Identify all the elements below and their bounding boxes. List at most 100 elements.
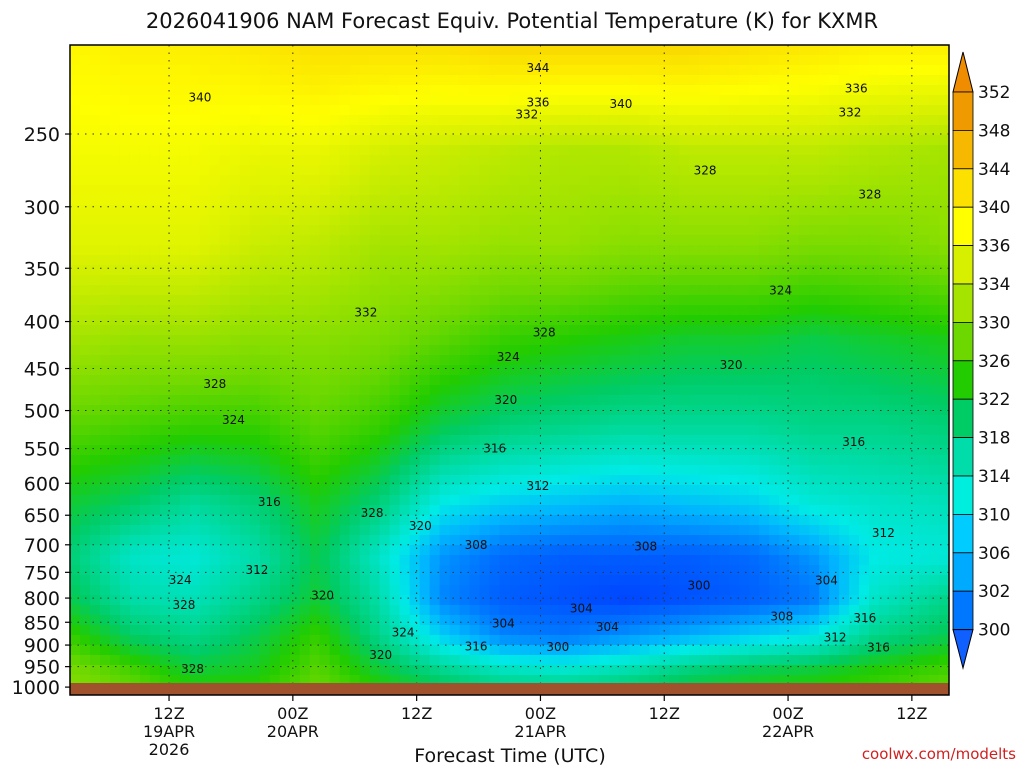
field-cell xyxy=(379,435,391,446)
field-cell xyxy=(229,495,241,506)
field-cell xyxy=(569,545,580,556)
field-cell xyxy=(679,595,690,606)
field-cell xyxy=(559,545,570,556)
field-cell xyxy=(669,465,680,476)
field-cell xyxy=(889,325,900,336)
field-cell xyxy=(799,425,810,436)
field-cell xyxy=(239,475,251,486)
field-cell xyxy=(799,85,810,96)
field-cell xyxy=(509,345,521,356)
field-cell xyxy=(489,275,501,286)
field-cell xyxy=(289,215,301,226)
field-cell xyxy=(569,475,580,486)
field-cell xyxy=(239,605,251,616)
field-cell xyxy=(679,125,690,136)
field-cell xyxy=(559,465,570,476)
field-cell xyxy=(419,255,431,266)
field-cell xyxy=(569,435,580,446)
field-cell xyxy=(90,445,101,456)
field-cell xyxy=(349,145,361,156)
field-cell xyxy=(129,505,141,516)
field-cell xyxy=(129,65,141,76)
field-cell xyxy=(689,185,700,196)
field-cell xyxy=(279,375,291,386)
field-cell xyxy=(669,155,680,166)
field-cell xyxy=(429,105,441,116)
field-cell xyxy=(639,385,650,396)
field-cell xyxy=(879,535,890,546)
field-cell xyxy=(259,465,271,476)
field-cell xyxy=(129,325,141,336)
field-cell xyxy=(70,265,81,276)
field-cell xyxy=(459,415,471,426)
field-cell xyxy=(569,155,580,166)
field-cell xyxy=(499,445,511,456)
field-cell xyxy=(249,535,261,546)
field-cell xyxy=(579,45,590,56)
field-cell xyxy=(169,365,181,376)
field-cell xyxy=(659,285,670,296)
field-cell xyxy=(229,385,241,396)
field-cell xyxy=(589,365,600,376)
field-cell xyxy=(149,525,161,536)
field-cell xyxy=(90,545,101,556)
field-cell xyxy=(579,415,590,426)
field-cell xyxy=(769,325,780,336)
field-cell xyxy=(779,515,790,526)
field-cell xyxy=(149,445,161,456)
field-cell xyxy=(269,85,281,96)
field-cell xyxy=(829,545,840,556)
field-cell xyxy=(119,425,131,436)
field-cell xyxy=(799,415,810,426)
field-cell xyxy=(769,145,780,156)
field-cell xyxy=(549,175,561,186)
field-cell xyxy=(859,275,870,286)
field-cell xyxy=(699,435,710,446)
field-cell xyxy=(749,275,760,286)
field-cell xyxy=(559,565,570,576)
field-cell xyxy=(80,295,91,306)
field-cell xyxy=(479,555,491,566)
field-cell xyxy=(719,165,730,176)
field-cell xyxy=(529,575,541,586)
field-cell xyxy=(869,125,880,136)
field-cell xyxy=(489,435,501,446)
field-cell xyxy=(100,435,111,446)
field-cell xyxy=(309,505,321,516)
field-cell xyxy=(929,125,940,136)
field-cell xyxy=(179,205,191,216)
field-cell xyxy=(789,365,800,376)
field-cell xyxy=(139,435,151,446)
field-cell xyxy=(339,45,351,56)
field-cell xyxy=(719,515,730,526)
field-cell xyxy=(379,375,391,386)
field-cell xyxy=(819,105,830,116)
field-cell xyxy=(209,85,221,96)
field-cell xyxy=(499,575,511,586)
field-cell xyxy=(699,525,710,536)
field-cell xyxy=(589,185,600,196)
field-cell xyxy=(819,495,830,506)
field-cell xyxy=(479,85,491,96)
field-cell xyxy=(689,435,700,446)
field-cell xyxy=(779,205,790,216)
field-cell xyxy=(469,385,481,396)
field-cell xyxy=(329,305,341,316)
field-cell xyxy=(899,145,910,156)
field-cell xyxy=(629,115,640,126)
field-cell xyxy=(839,105,850,116)
field-cell xyxy=(699,315,710,326)
field-cell xyxy=(110,305,121,316)
field-cell xyxy=(649,585,660,596)
field-cell xyxy=(129,435,141,446)
field-cell xyxy=(70,445,81,456)
field-cell xyxy=(599,195,610,206)
field-cell xyxy=(209,305,221,316)
field-cell xyxy=(839,195,850,206)
field-cell xyxy=(449,65,461,76)
field-cell xyxy=(479,195,491,206)
field-cell xyxy=(859,585,870,596)
field-cell xyxy=(139,225,151,236)
field-cell xyxy=(539,605,551,616)
field-cell xyxy=(279,405,291,416)
